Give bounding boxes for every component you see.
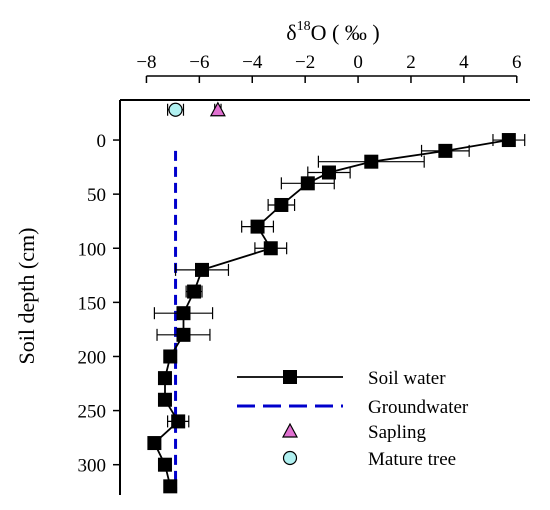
soil-water-point [176, 306, 191, 321]
x-axis-title-delta: δ [286, 20, 296, 45]
soil-water-point [501, 133, 516, 148]
legend-sapling-marker [281, 422, 299, 438]
soil-water-point [438, 143, 453, 158]
x-tick-label: −6 [189, 52, 209, 73]
soil-water-point [163, 479, 178, 494]
sapling-point [209, 101, 226, 117]
y-tick-label: 200 [78, 347, 107, 368]
y-tick-label: 250 [78, 402, 107, 423]
x-tick-label: −8 [136, 52, 156, 73]
x-tick-label: −2 [295, 52, 315, 73]
x-tick-label: −4 [242, 52, 263, 73]
plot-area [147, 101, 526, 494]
soil-water-point [195, 262, 209, 277]
legend-label-soil-water: Soil water [368, 368, 446, 389]
legend-label-sapling: Sapling [368, 422, 427, 443]
svg-text:δ18O ( ‰ ): δ18O ( ‰ ) [286, 19, 379, 45]
x-tick-label: 2 [406, 52, 416, 73]
x-tick-label: 4 [459, 52, 469, 73]
soil-water-point [263, 241, 278, 256]
soil-water-point [300, 176, 315, 191]
y-tick-label: 0 [97, 131, 107, 152]
soil-water-point [171, 414, 186, 429]
soil-water-point [147, 436, 162, 451]
soil-water-point [157, 457, 172, 472]
soil-water-point [321, 165, 336, 180]
soil-water-point [176, 327, 191, 342]
x-tick-label: 6 [512, 52, 522, 73]
x-axis-title-superscript: 18 [297, 19, 311, 34]
legend-label-groundwater: Groundwater [368, 397, 469, 418]
legend-soil-water-marker [283, 370, 297, 384]
y-tick-label: 50 [87, 185, 106, 206]
soil-water-point [187, 284, 202, 299]
y-tick-label: 300 [78, 456, 107, 477]
soil-water-point [157, 392, 172, 407]
x-axis-title-rest: O ( ‰ ) [311, 20, 380, 45]
y-tick-label: 150 [78, 293, 107, 314]
x-tick-label: 0 [353, 52, 363, 73]
x-axis-title: δ18O ( ‰ ) [286, 19, 379, 45]
soil-water-point [163, 349, 178, 364]
y-tick-label: 100 [78, 239, 107, 260]
y-axis-title: Soil depth (cm) [14, 228, 39, 365]
soil-water-point [157, 371, 172, 386]
legend-mature-tree-marker [282, 450, 298, 466]
mature-tree-point [168, 102, 183, 117]
soil-water-point [250, 219, 265, 234]
axes: −8 −6 −4 −2 0 2 4 6 0 50 100 150 200 250 300 [78, 52, 530, 495]
legend: Soil water Groundwater Sapling Mature tree [237, 368, 469, 470]
soil-water-point [364, 154, 379, 169]
legend-label-mature-tree: Mature tree [368, 449, 456, 470]
soil-water-point [274, 197, 289, 212]
